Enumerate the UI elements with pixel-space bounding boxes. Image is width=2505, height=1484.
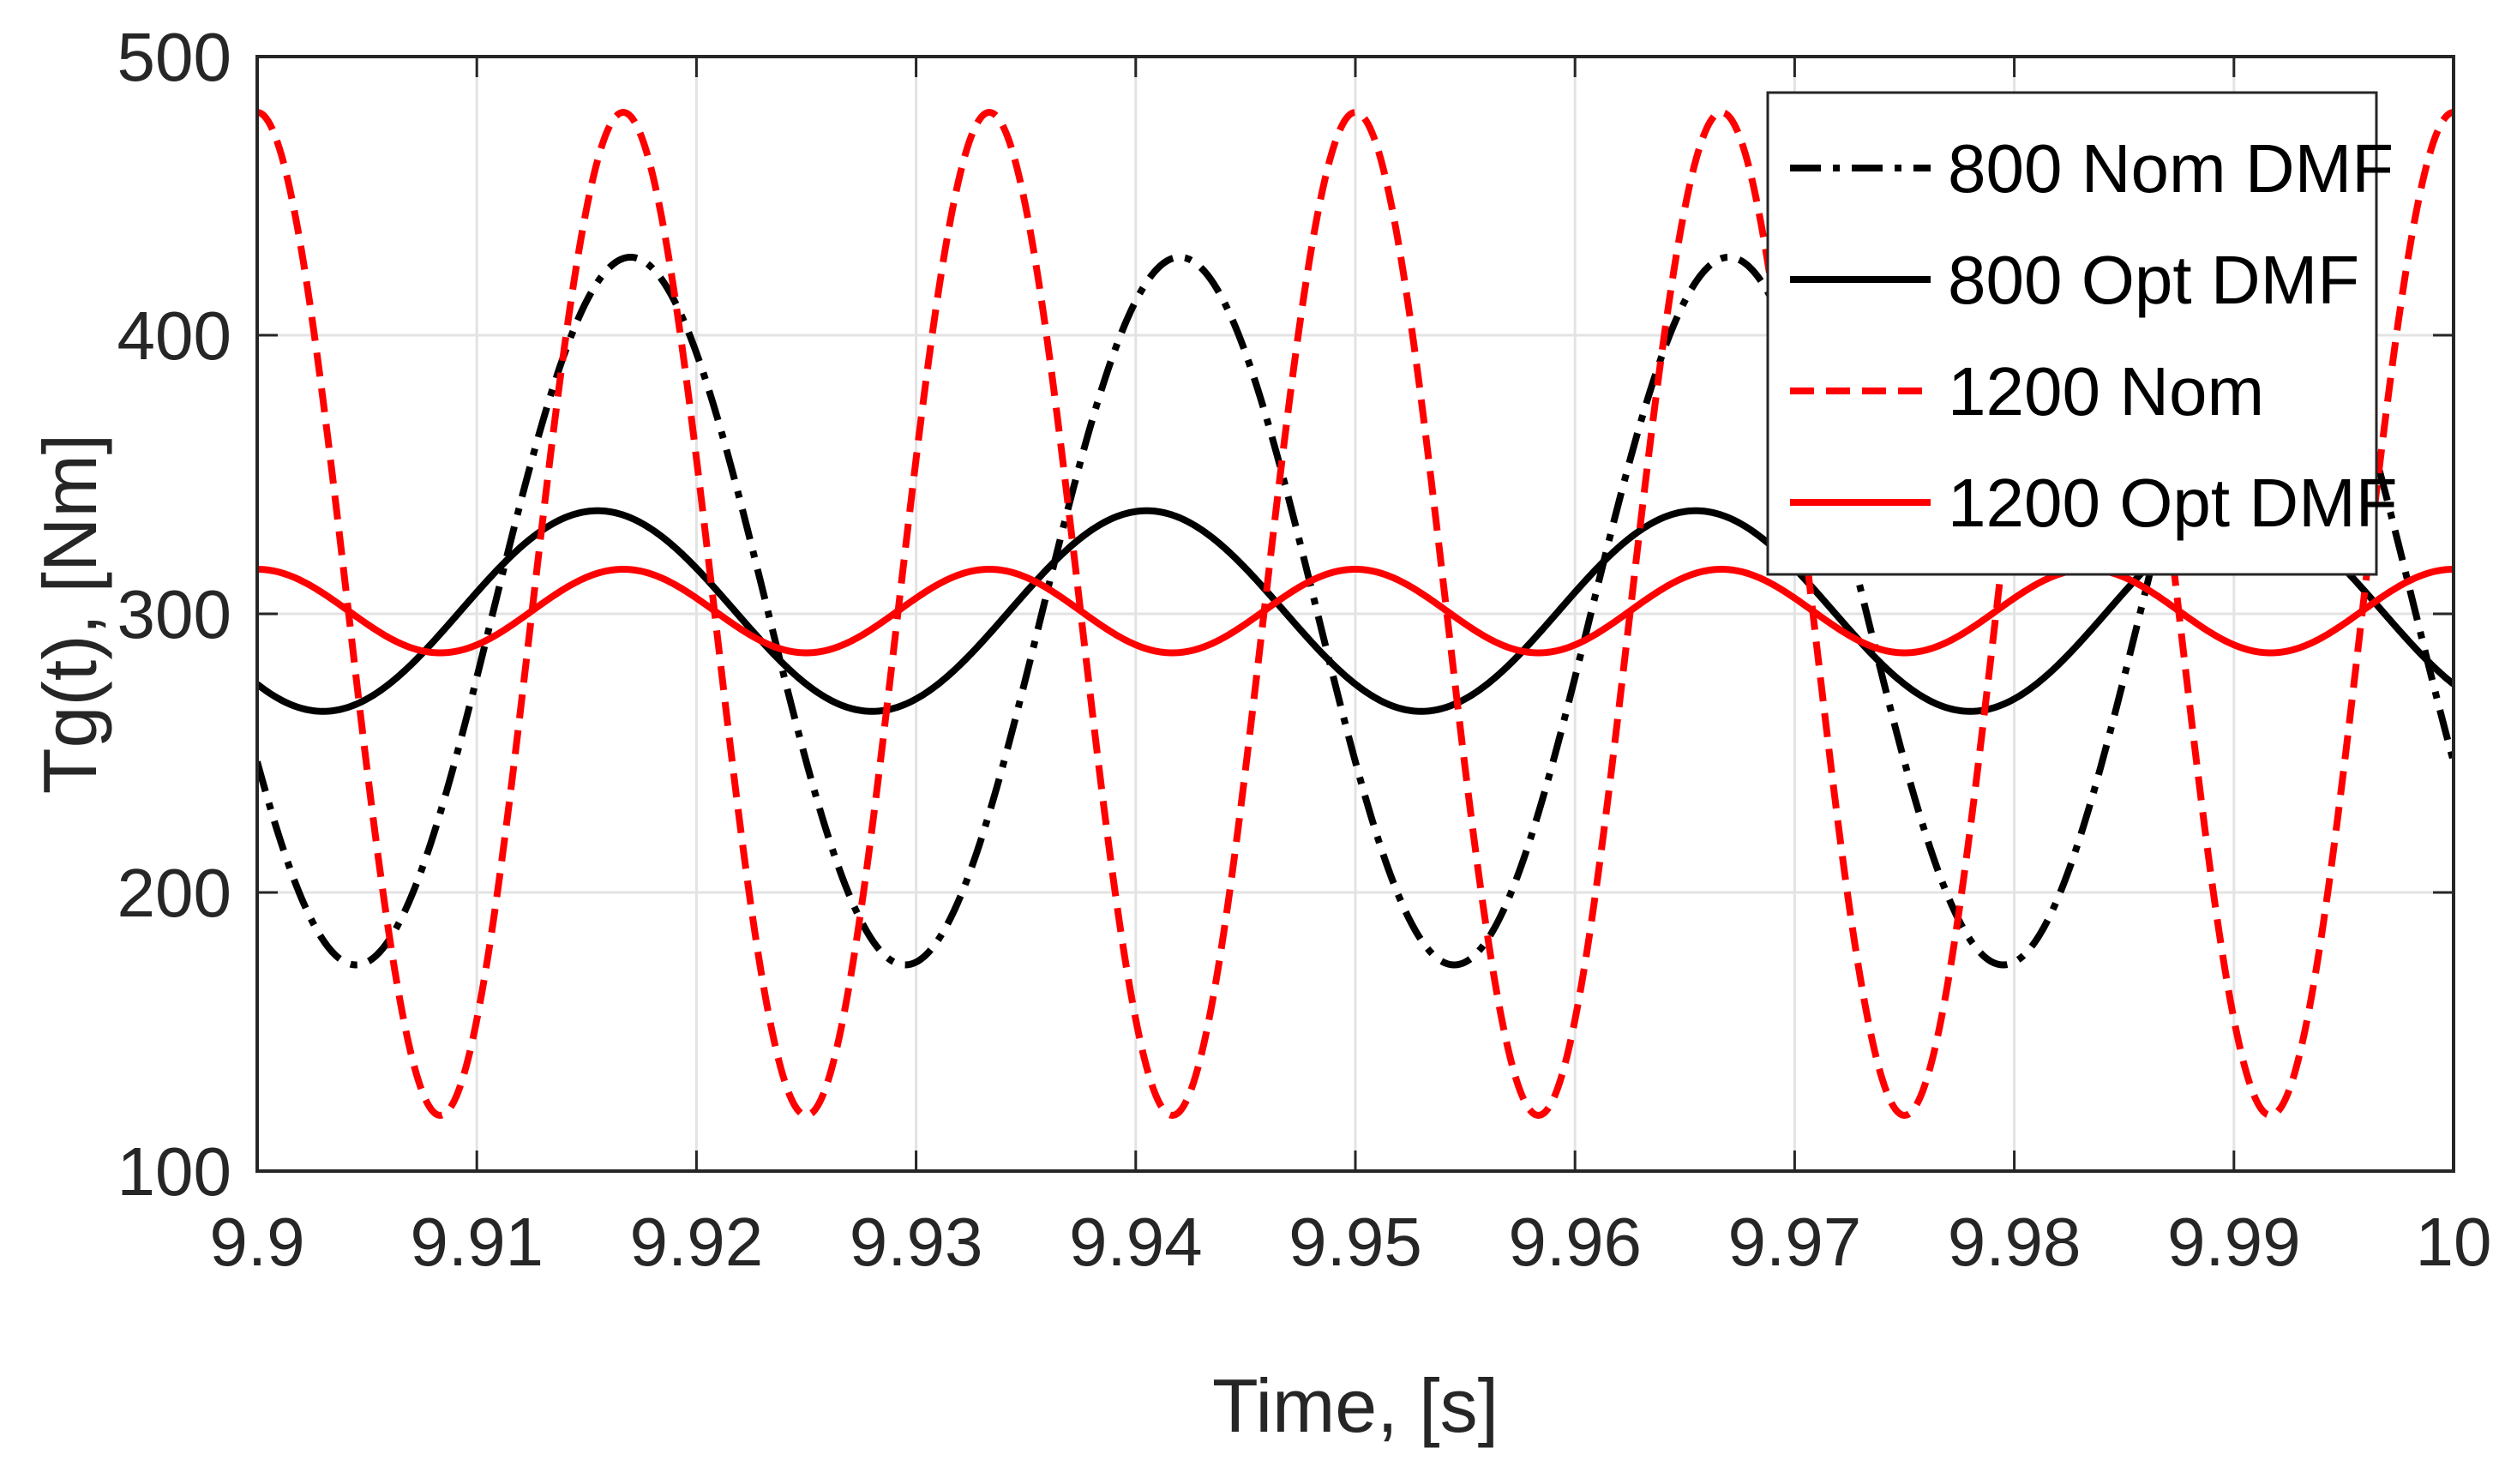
series-line-800-nom-dmf — [257, 254, 2454, 969]
x-tick-label: 9.91 — [410, 1204, 544, 1280]
legend-label: 800 Nom DMF — [1948, 130, 2394, 207]
x-tick-label: 10 — [2416, 1204, 2492, 1280]
legend-label: 1200 Nom — [1948, 353, 2264, 430]
y-tick-label: 300 — [117, 576, 231, 652]
x-tick-label: 9.99 — [2167, 1204, 2301, 1280]
y-tick-label: 100 — [117, 1133, 231, 1210]
y-tick-label: 200 — [117, 855, 231, 931]
y-axis-label: Tg(t), [Nm] — [27, 434, 112, 794]
x-tick-label: 9.92 — [630, 1204, 764, 1280]
legend-box — [1766, 91, 2378, 576]
y-tick-label: 500 — [117, 19, 231, 95]
axis-ticks: 9.9 9.91 9.92 9.93 9.94 9.95 9.96 9.97 9.98 9.99 1… — [117, 19, 2492, 1280]
x-tick-label: 9.94 — [1069, 1204, 1203, 1280]
legend-label: 1200 Opt DMF — [1948, 465, 2398, 541]
legend: 800 Nom DMF 800 Opt DMF 1200 Nom 1200 Opt D… — [1766, 91, 2398, 576]
x-tick-label: 9.96 — [1508, 1204, 1642, 1280]
x-tick-label: 9.93 — [850, 1204, 983, 1280]
x-axis-label: Time, [s] — [1212, 1363, 1499, 1448]
series-line-800-opt-dmf — [257, 507, 2454, 715]
x-tick-label: 9.97 — [1728, 1204, 1862, 1280]
x-tick-label: 9.98 — [1948, 1204, 2081, 1280]
legend-label: 800 Opt DMF — [1948, 242, 2359, 318]
y-tick-label: 400 — [117, 297, 231, 374]
x-tick-label: 9.95 — [1289, 1204, 1422, 1280]
x-tick-label: 9.9 — [209, 1204, 304, 1280]
